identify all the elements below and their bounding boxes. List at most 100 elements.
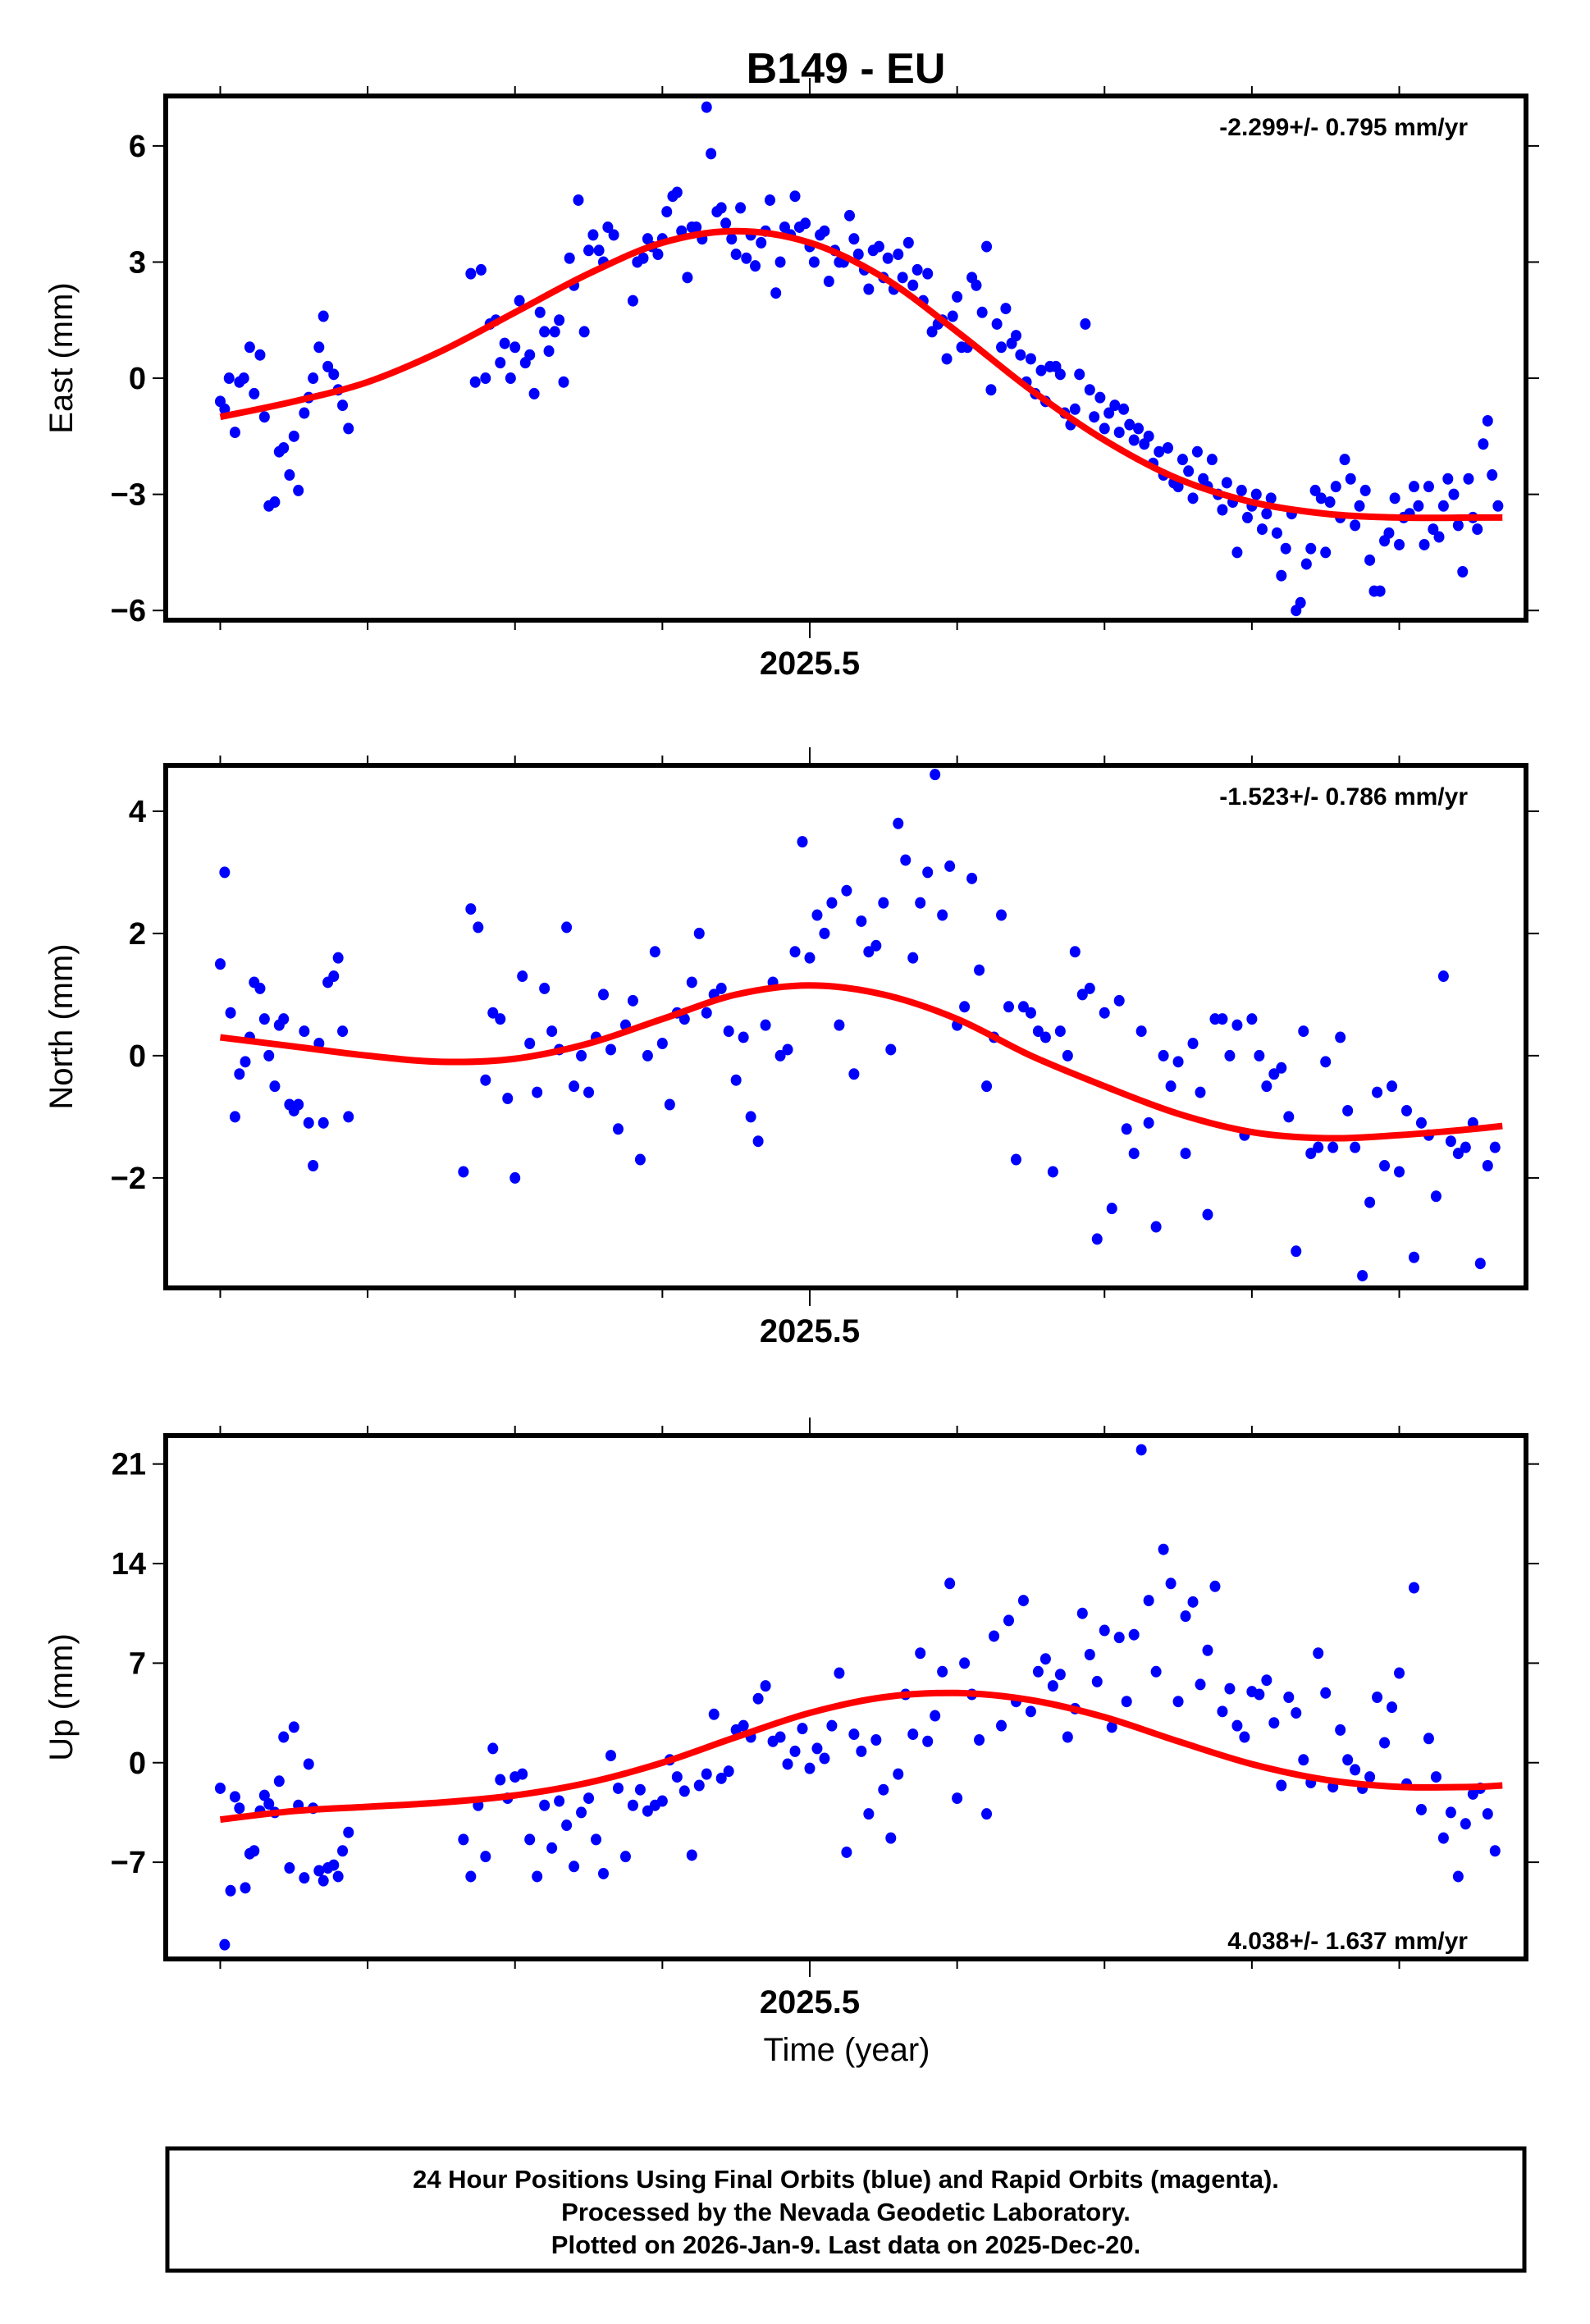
data-point [1172,481,1184,493]
data-point [1091,1675,1103,1687]
data-point [941,353,953,365]
data-point [1452,519,1464,532]
data-point [1350,1141,1361,1153]
data-point [1387,1701,1398,1714]
data-point [1408,481,1419,493]
data-point [907,952,919,964]
data-point [1261,1674,1272,1687]
data-point [569,1080,580,1093]
data-point [1419,538,1430,550]
data-point [1180,1610,1191,1623]
data-point [1109,400,1121,412]
data-point [991,317,1003,330]
data-point [1217,1705,1228,1718]
data-point [509,1171,521,1184]
data-point [1268,1068,1280,1080]
data-point [1330,481,1341,493]
data-point [1309,484,1321,496]
data-point [1206,454,1218,466]
data-point [495,1774,506,1786]
data-point [299,407,310,419]
data-point [1457,566,1469,578]
data-point [1246,1013,1258,1025]
data-point [1103,407,1115,419]
data-point [1254,1049,1265,1062]
data-point [605,1750,616,1762]
data-point [219,866,231,879]
data-point [649,946,660,958]
data-point [843,209,855,221]
data-point [1231,546,1243,559]
data-point [930,769,941,781]
data-point [1430,1190,1442,1203]
data-point [774,1049,786,1062]
data-point [240,1882,251,1894]
data-point [686,1849,697,1861]
data-point [1113,1632,1125,1644]
data-point [1224,1683,1236,1695]
data-point [693,927,705,939]
data-point [1339,454,1350,466]
data-point [573,194,584,206]
data-point [1025,1705,1036,1718]
data-point [322,360,334,372]
data-point [678,1013,690,1025]
data-point [1032,1665,1044,1678]
data-point [480,1851,491,1863]
data-point [952,1792,963,1805]
data-point [926,326,938,338]
data-point [1231,1719,1243,1732]
data-point [989,1630,1000,1642]
data-point [863,946,875,958]
data-point [1106,1203,1117,1215]
data-point [554,314,565,326]
data-point [576,1806,587,1819]
data-point [819,1752,830,1765]
data-point [693,1779,705,1792]
data-point [1400,1104,1412,1116]
data-point [1054,1669,1066,1681]
data-point [1350,1764,1361,1776]
data-point [1442,473,1454,485]
data-point [337,1845,349,1857]
data-point [971,279,982,291]
data-point [811,1742,823,1755]
data-point [1372,1692,1383,1703]
data-point [1271,527,1282,539]
data-point [848,233,860,245]
data-point [750,260,761,272]
data-point [1069,403,1081,415]
data-point [848,1728,860,1741]
data-point [819,927,830,939]
data-point [1408,1582,1419,1594]
data-point [278,1731,290,1743]
data-point [249,1845,260,1857]
data-point [826,897,838,909]
data-point [328,368,340,381]
data-point [299,1025,310,1038]
data-point [1010,1153,1021,1166]
data-point [564,252,575,264]
data-point [789,946,801,958]
data-point [1268,1717,1280,1729]
data-point [1039,1653,1051,1665]
data-point [1076,1607,1088,1619]
data-point [819,225,830,237]
data-point [652,249,664,261]
data-point [1191,445,1203,458]
data-point [505,372,516,385]
data-point [534,306,546,318]
data-point [1089,411,1100,423]
data-point [797,836,808,848]
data-point [234,1802,245,1815]
data-point [517,1768,528,1780]
data-point [1250,488,1262,500]
data-point [1489,1141,1501,1153]
data-point [598,1867,610,1879]
data-point [1069,946,1081,958]
data-point [1172,1696,1184,1708]
data-point [254,349,266,361]
data-point [1224,1049,1236,1062]
data-point [1357,1270,1368,1282]
